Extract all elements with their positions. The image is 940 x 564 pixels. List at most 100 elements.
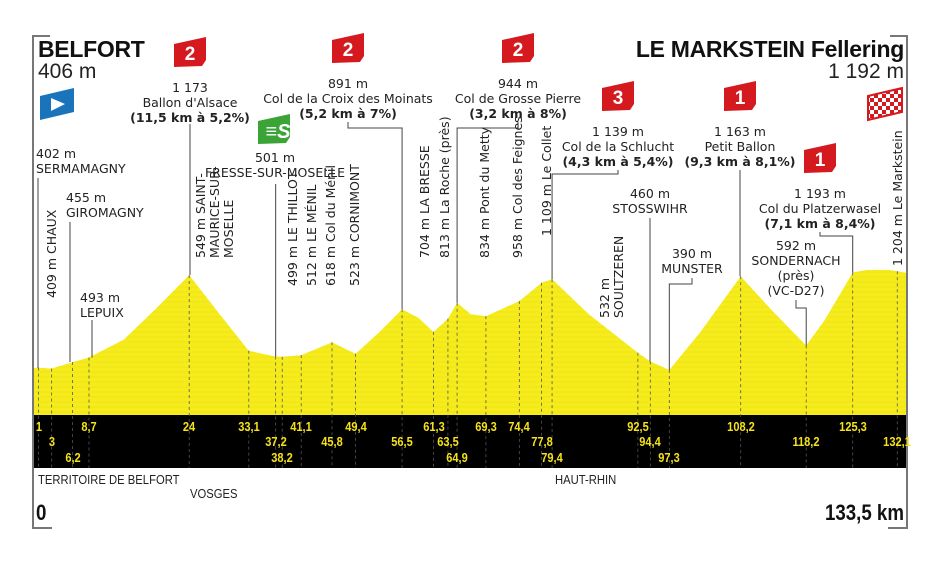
climb-detail: (3,2 km à 8%) — [469, 106, 567, 121]
climb-category-badge-icon: 1 — [724, 81, 756, 111]
climb-category-badge-icon: 3 — [602, 81, 634, 111]
left-frame — [32, 35, 34, 528]
climb-altitude: 1 139 m — [592, 124, 644, 139]
vertical-place-label: 523 m CORNIMONT — [347, 164, 362, 286]
place-name: LEPUIX — [80, 305, 124, 320]
climb-label: 891 m Col de la Croix des Moinats (5,2 km … — [248, 76, 448, 121]
place-note: (VC-D27) — [767, 283, 825, 298]
sprint-altitude: 501 m — [254, 150, 295, 165]
km-marker: 94,4 — [639, 434, 662, 449]
leader-line — [456, 122, 519, 303]
km-marker: 24 — [183, 419, 196, 434]
vertical-place-label: 549 m SAINT- MAURICE-SUR- MOSELLE — [193, 166, 236, 258]
leader-line — [795, 300, 807, 346]
leader-line — [668, 278, 693, 370]
svg-text:≡S: ≡S — [265, 121, 291, 143]
climb-altitude: 1 163 m — [714, 124, 766, 139]
km-marker: 56,5 — [391, 434, 413, 449]
start-flag-icon — [40, 88, 74, 120]
place-label: 493 m LEPUIX — [80, 290, 124, 320]
vertical-place-label: 958 m Col des Feignes — [510, 116, 525, 258]
place-name: SERMAMAGNY — [36, 161, 126, 176]
finish-name: LE MARKSTEIN Fellering — [635, 36, 904, 62]
km-marker: 38,2 — [271, 450, 293, 465]
climb-category: 3 — [613, 88, 624, 109]
place-name: SONDERNACH — [751, 253, 841, 268]
climb-label: 1 193 m Col du Platzerwasel (7,1 km à 8,4%… — [720, 186, 920, 231]
km-marker: 8,7 — [81, 419, 97, 434]
km-marker: 118,2 — [792, 434, 820, 449]
climb-detail: (9,3 km à 8,1%) — [684, 154, 796, 169]
vertical-place-text: MAURICE-SUR- — [207, 166, 222, 258]
vertical-place-label: 813 m La Roche (près) — [437, 116, 452, 258]
place-altitude: 592 m — [775, 238, 816, 253]
place-label: 390 m MUNSTER — [612, 246, 772, 276]
climb-label: 1 173 Ballon d'Alsace (11,5 km à 5,2%) — [90, 80, 290, 125]
place-note: (près) — [777, 268, 815, 283]
vertical-place-label: 499 m LE THILLOT — [285, 171, 300, 287]
climb-detail: (5,2 km à 7%) — [299, 106, 397, 121]
vertical-place-text: 409 m CHAUX — [44, 209, 59, 298]
finish-flag-icon — [867, 86, 903, 122]
vertical-place-text: 499 m LE THILLOT — [285, 171, 300, 287]
place-name: GIROMAGNY — [66, 205, 144, 220]
axis-end: 133,5 km — [824, 500, 904, 525]
department-haut-rhin: HAUT-RHIN — [555, 473, 617, 487]
vertical-place-text: 1 204 m Le Markstein — [890, 130, 905, 266]
km-marker: 108,2 — [726, 419, 755, 434]
vertical-place-text: 834 m Pont du Metty — [477, 126, 492, 258]
vertical-place-text: 1 109 m Le Collet — [539, 125, 554, 236]
km-marker: 69,3 — [475, 419, 497, 434]
km-marker: 74,4 — [508, 419, 531, 434]
climb-name: Ballon d'Alsace — [142, 95, 238, 110]
km-marker: 3 — [48, 434, 55, 449]
place-altitude: 460 m — [629, 186, 670, 201]
place-label: 592 m SONDERNACH (près) (VC-D27) — [716, 238, 876, 298]
sprint-name: FRESSE-SUR-MOSELLE — [204, 165, 346, 180]
left-frame-bottom — [32, 527, 52, 529]
km-band — [32, 415, 907, 468]
climb-category-badge-icon: 2 — [332, 33, 364, 63]
climb-name: Petit Ballon — [704, 139, 776, 154]
place-name: STOSSWIHR — [612, 201, 688, 216]
department-territoire-de-belfort: TERRITOIRE DE BELFORT — [38, 473, 180, 487]
vertical-place-text: 523 m CORNIMONT — [347, 164, 362, 286]
climb-detail: (4,3 km à 5,4%) — [562, 154, 674, 169]
km-marker: 77,8 — [530, 434, 553, 449]
climb-category: 1 — [815, 150, 826, 171]
left-frame-top — [32, 35, 50, 37]
climb-name: Col de la Croix des Moinats — [263, 91, 433, 106]
climb-altitude: 944 m — [497, 76, 538, 91]
vertical-place-text: 532 m — [597, 277, 612, 318]
profile-mask — [0, 0, 940, 416]
climb-category-badge-icon: 2 — [174, 37, 206, 67]
place-altitude: 493 m — [80, 290, 121, 305]
right-frame-bottom — [888, 527, 908, 529]
vertical-place-label: 834 m Pont du Metty — [477, 126, 492, 258]
km-marker: 132,1 — [883, 434, 912, 449]
climb-altitude: 1 193 m — [794, 186, 846, 201]
climb-label: 1 163 m Petit Ballon (9,3 km à 8,1%) — [640, 124, 840, 169]
climb-category: 2 — [513, 40, 524, 61]
vertical-place-label: 618 m Col du Ménil — [323, 165, 338, 286]
km-marker: 6,2 — [64, 450, 81, 465]
km-marker: 79,4 — [541, 450, 563, 465]
vertical-place-label: 512 m LE MÉNIL — [304, 184, 319, 286]
vertical-place-label: 704 m LA BRESSE — [417, 145, 432, 258]
sprint-label: 501 m FRESSE-SUR-MOSELLE — [175, 150, 375, 180]
climb-name: Col de la Schlucht — [561, 139, 675, 154]
km-marker: 97,3 — [658, 450, 681, 465]
place-altitude: 402 m — [36, 146, 77, 161]
km-marker: 64,9 — [446, 450, 468, 465]
right-frame-top — [890, 35, 908, 37]
vertical-place-text: SOULTZEREN — [611, 235, 626, 318]
leader-line — [347, 122, 403, 310]
vertical-place-label: 409 m CHAUX — [44, 209, 59, 298]
km-marker: 37,2 — [264, 434, 287, 449]
km-marker: 61,3 — [422, 419, 445, 434]
vertical-place-text: 958 m Col des Feignes — [510, 116, 525, 258]
finish-altitude: 1 192 m — [828, 60, 904, 83]
vertical-place-text: 549 m SAINT- — [193, 173, 208, 258]
climb-category: 1 — [735, 88, 746, 109]
